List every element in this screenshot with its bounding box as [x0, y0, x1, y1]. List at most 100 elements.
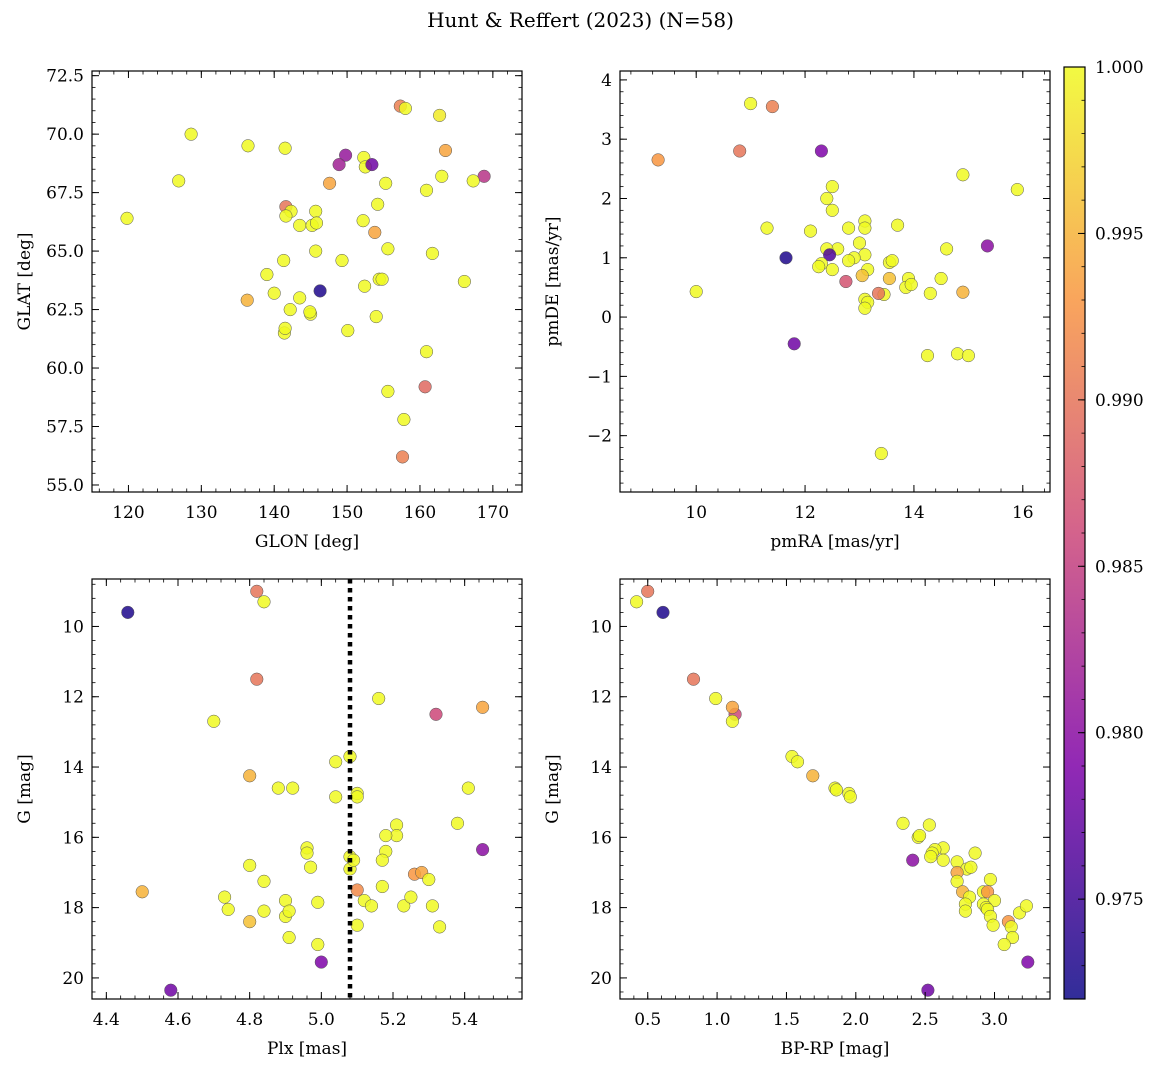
data-point: [372, 691, 386, 706]
x-tick-label: 14: [903, 503, 925, 523]
data-point: [313, 284, 327, 298]
data-point: [874, 446, 888, 461]
data-point: [891, 218, 905, 232]
data-point: [814, 144, 828, 158]
data-point: [164, 983, 178, 997]
data-point: [968, 846, 982, 860]
x-tick-label: 160: [404, 503, 436, 523]
x-tick-label: 4.6: [164, 1010, 191, 1030]
data-point: [435, 169, 449, 183]
data-point: [961, 349, 975, 363]
data-point: [765, 100, 779, 114]
x-tick-label: 120: [112, 503, 144, 523]
data-point: [120, 211, 134, 225]
data-point: [379, 176, 393, 190]
y-tick-label: 3: [601, 130, 612, 150]
data-point: [381, 384, 395, 398]
data-point: [630, 595, 644, 609]
data-point: [922, 818, 936, 832]
data-point: [332, 158, 346, 172]
data-point: [286, 781, 300, 795]
x-tick-label: 12: [794, 503, 816, 523]
data-point: [839, 274, 853, 289]
y-tick-label: 55.0: [46, 476, 84, 496]
data-point: [997, 937, 1011, 952]
x-tick-label: 5.2: [379, 1010, 406, 1030]
data-point: [368, 225, 382, 239]
data-point: [257, 595, 271, 609]
y-tick-label: 57.5: [46, 418, 84, 438]
data-point: [341, 324, 355, 338]
data-point: [309, 216, 324, 230]
x-tick-label: 140: [258, 503, 290, 523]
data-point: [433, 920, 447, 934]
data-point: [779, 251, 793, 265]
data-point: [375, 879, 389, 894]
data-point: [419, 183, 434, 197]
data-point: [172, 174, 186, 188]
data-point: [398, 101, 412, 115]
data-point: [309, 244, 323, 258]
x-tick-label: 0.5: [634, 1010, 661, 1030]
data-point: [641, 584, 655, 598]
colorbar-tick-label: 0.975: [1095, 890, 1144, 910]
data-point: [934, 271, 948, 286]
y-tick-label: 16: [62, 828, 84, 848]
data-point: [858, 301, 872, 315]
data-point: [282, 930, 296, 945]
data-point: [257, 904, 271, 918]
data-point: [820, 191, 834, 206]
x-tick-label: 3.0: [981, 1010, 1008, 1030]
data-point: [293, 218, 307, 232]
x-tick-label: 170: [477, 503, 509, 523]
data-point: [981, 885, 995, 899]
y-tick-label: 16: [590, 828, 612, 848]
data-point: [418, 380, 432, 394]
data-point: [904, 277, 918, 292]
data-point: [293, 291, 307, 305]
x-axis-label: Plx [mas]: [267, 1039, 347, 1059]
data-point: [250, 584, 264, 598]
y-tick-label: −2: [587, 427, 612, 447]
data-point: [314, 955, 328, 969]
data-point: [760, 221, 774, 235]
panel-glon-glat: 120 130 140 150 160 170 55.0 57.5 60.0 62.5 65.0 67…: [15, 67, 523, 552]
data-point: [689, 285, 703, 299]
data-point: [733, 144, 747, 158]
y-axis-label: GLAT [deg]: [15, 232, 35, 330]
data-point: [843, 790, 857, 804]
data-point: [466, 174, 480, 188]
data-point: [936, 853, 950, 867]
data-point: [803, 224, 818, 238]
y-tick-label: 65.0: [46, 242, 84, 262]
data-point: [422, 872, 436, 887]
data-point: [356, 214, 370, 228]
data-point: [350, 883, 364, 897]
data-point: [885, 254, 899, 268]
data-point: [303, 305, 317, 319]
data-point: [896, 816, 910, 830]
data-point: [656, 605, 670, 619]
colorbar-tick-label: 0.985: [1095, 557, 1144, 577]
panel-bprp-g: 0.5 1.0 1.5 2.0 2.5 3.0 10 12 14 16 18 20 BP-RP [mag…: [543, 578, 1051, 1059]
y-tick-label: 72.5: [46, 67, 84, 87]
data-point: [923, 286, 937, 300]
data-point: [419, 345, 434, 359]
y-tick-label: 12: [590, 688, 612, 708]
x-axis-label: BP-RP [mag]: [781, 1039, 890, 1059]
data-point: [1010, 183, 1024, 197]
data-point: [375, 853, 389, 867]
y-tick-label: 0: [601, 308, 612, 328]
data-point: [304, 860, 318, 874]
y-tick-label: 18: [590, 899, 612, 919]
x-tick-label: 130: [185, 503, 217, 523]
data-point: [339, 148, 353, 162]
data-point: [347, 853, 361, 867]
x-tick-label: 16: [1012, 503, 1034, 523]
data-point: [267, 286, 281, 300]
y-tick-label: 20: [62, 969, 84, 989]
data-point: [404, 890, 418, 904]
y-tick-label: 62.5: [46, 301, 84, 321]
axes-frame: [619, 70, 1051, 493]
